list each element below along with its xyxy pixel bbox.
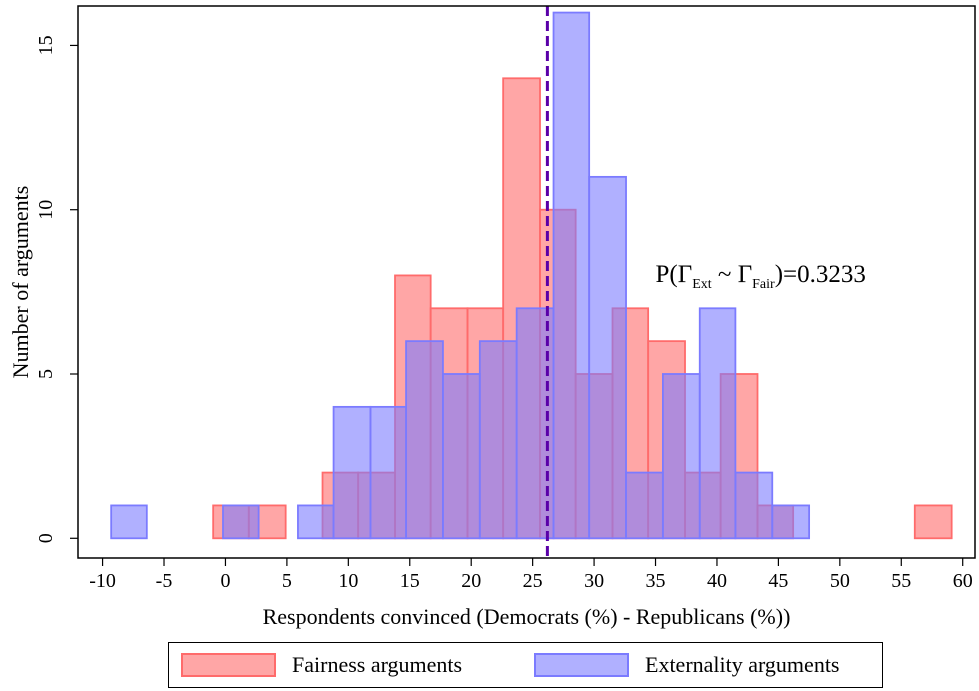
x-tick-label: 50 <box>830 570 850 592</box>
annotation-suffix: )=0.3233 <box>775 261 866 288</box>
x-tick-label: 55 <box>891 570 911 592</box>
x-tick-label: 20 <box>461 570 481 592</box>
y-tick-label: 10 <box>35 200 57 220</box>
plot-frame <box>77 5 976 559</box>
externality-bar <box>661 373 701 540</box>
externality-bar <box>734 471 774 540</box>
y-tick-label: 0 <box>35 533 57 543</box>
externality-bar <box>442 373 481 540</box>
externality-bar <box>698 307 737 540</box>
legend-label-fairness: Fairness arguments <box>292 652 463 677</box>
externality-bar <box>110 504 148 540</box>
externality-bar <box>297 504 335 540</box>
annotation-gamma-2: Γ <box>738 261 752 288</box>
x-tick-label: -10 <box>89 570 116 592</box>
externality-bar <box>552 11 591 540</box>
externality-bar <box>515 307 555 540</box>
x-tick-label: 5 <box>282 570 292 592</box>
x-tick-label: 0 <box>220 570 230 592</box>
externality-bar <box>369 405 407 540</box>
histogram-chart: -10 -5 0 5 10 15 20 25 30 35 40 45 50 55 60 0 5 10 15 Res… <box>8 5 976 629</box>
y-axis-label: Number of arguments <box>8 186 33 379</box>
annotation-gamma-1: Γ <box>678 261 692 288</box>
legend-item-externality: Externality arguments <box>534 651 840 679</box>
externality-series <box>110 11 811 540</box>
annotation-sub-fair: Fair <box>752 277 775 292</box>
y-tick-label: 5 <box>35 369 57 379</box>
externality-bar <box>625 471 664 540</box>
externality-bar <box>222 504 260 540</box>
annotation-sub-ext: Ext <box>692 277 712 292</box>
externality-bar <box>588 175 627 540</box>
x-tick-label: -5 <box>156 570 173 592</box>
x-tick-label: 35 <box>646 570 666 592</box>
annotation-text: P(ΓExt ~ ΓFair)=0.3233 <box>656 261 866 292</box>
annotation-prefix: P( <box>656 261 678 288</box>
x-tick-label: 45 <box>768 570 788 592</box>
x-tick-label: 25 <box>523 570 543 592</box>
y-axis: 0 5 10 15 <box>35 35 78 543</box>
x-tick-label: 10 <box>338 570 358 592</box>
x-tick-label: 40 <box>707 570 727 592</box>
x-tick-label: 15 <box>400 570 420 592</box>
x-axis-label: Respondents convinced (Democrats (%) - R… <box>263 604 791 629</box>
fairness-bar <box>913 504 953 540</box>
x-tick-label: 30 <box>584 570 604 592</box>
legend-label-externality: Externality arguments <box>645 652 840 677</box>
y-tick-label: 15 <box>35 35 57 55</box>
externality-bar <box>771 504 811 540</box>
externality-bar <box>405 340 444 540</box>
legend-swatch-fairness <box>181 653 276 677</box>
legend: Fairness arguments Externality arguments <box>168 642 883 688</box>
externality-bar <box>478 340 518 540</box>
legend-swatch-externality <box>534 653 629 677</box>
annotation-tilde: ~ <box>712 261 738 288</box>
x-tick-label: 60 <box>953 570 973 592</box>
legend-item-fairness: Fairness arguments <box>181 651 462 679</box>
externality-bar <box>332 405 372 540</box>
x-axis: -10 -5 0 5 10 15 20 25 30 35 40 45 50 55 60 <box>89 558 973 592</box>
